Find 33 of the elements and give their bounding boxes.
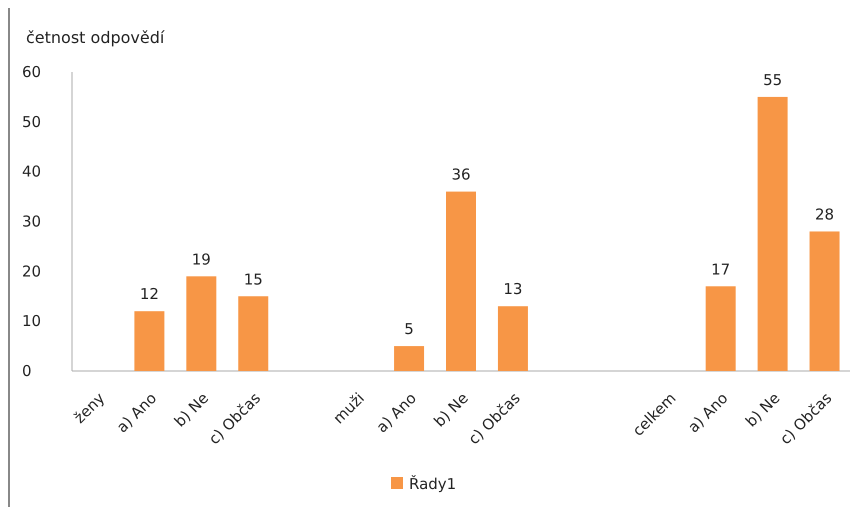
bar — [706, 286, 736, 371]
y-tick-label: 40 — [22, 162, 42, 181]
data-label: 5 — [404, 320, 414, 338]
data-label: 19 — [192, 250, 211, 268]
data-label: 15 — [244, 270, 263, 288]
bar — [758, 96, 788, 371]
bar — [186, 276, 216, 371]
bar — [810, 231, 840, 371]
x-tick-label: b) Ne — [742, 389, 784, 431]
data-label: 17 — [711, 260, 730, 278]
legend-label: Řady1 — [409, 475, 456, 493]
data-label: 12 — [140, 285, 159, 304]
y-tick-label: 60 — [22, 63, 42, 81]
x-tick-label: a) Ano — [684, 389, 732, 436]
y-tick-label: 30 — [22, 212, 42, 230]
data-label: 36 — [451, 166, 471, 184]
bar — [134, 311, 164, 371]
bar — [394, 346, 424, 371]
y-tick-label: 0 — [22, 362, 32, 380]
y-tick-label: 50 — [22, 112, 42, 131]
bar — [238, 296, 268, 371]
data-label: 13 — [503, 280, 522, 298]
x-tick-label: b) Ne — [430, 389, 472, 431]
bar — [446, 192, 476, 371]
y-tick-label: 20 — [22, 262, 42, 280]
data-label: 55 — [763, 70, 782, 89]
x-tick-label: a) Ano — [372, 389, 420, 436]
y-axis-title: četnost odpovědí — [26, 28, 165, 47]
bar — [498, 306, 528, 371]
y-tick-label: 10 — [22, 312, 42, 330]
x-tick-label: a) Ano — [113, 389, 160, 436]
x-tick-label: b) Ne — [170, 389, 212, 431]
data-label: 28 — [815, 205, 834, 224]
